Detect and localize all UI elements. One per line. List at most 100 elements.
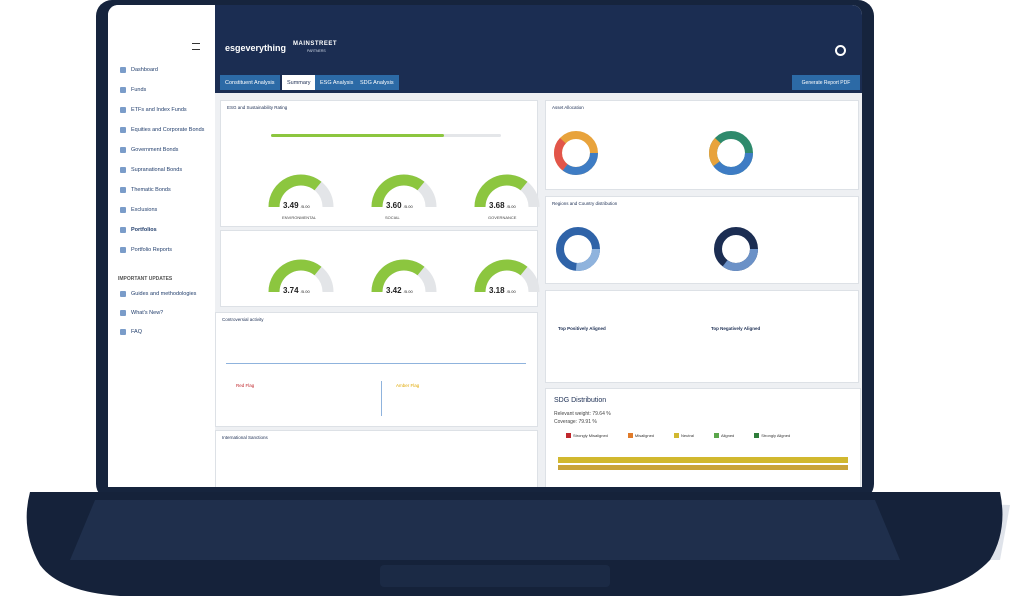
screen: Dashboard Funds ETFs and Index Funds Equiti… (108, 5, 862, 487)
nav-label: Dashboard (131, 67, 158, 73)
legend-swatch (713, 433, 719, 438)
trackpad (380, 565, 610, 587)
gauge (474, 174, 540, 208)
nav-item[interactable]: Portfolio Reports (120, 247, 208, 253)
nav-item[interactable]: Exclusions (120, 207, 208, 213)
panel-title: Controversial activity (222, 317, 264, 322)
nav-icon (120, 87, 126, 93)
panel-title: Regions and Country distribution (552, 201, 618, 206)
panel-title: SDG Distribution (554, 397, 607, 404)
logo: esgeverything (225, 43, 287, 53)
alignment-panel: 3.74 /5.00 3.42 /5.00 3.18 /5.00 (220, 230, 540, 307)
nav-label: What's New? (131, 310, 164, 316)
nav-icon (120, 227, 126, 233)
legend-label: Strongly Misaligned (573, 433, 608, 438)
nav-label: FAQ (131, 329, 143, 335)
donuts (556, 227, 758, 271)
nav-icon (120, 207, 126, 213)
nav-label: Funds (131, 87, 147, 93)
gauge-value: 3.60 /5.00 (386, 201, 413, 210)
gauge-label: ENVIRONMENTAL (282, 215, 317, 220)
nav-item[interactable]: Government Bonds (120, 147, 208, 153)
nav-item[interactable]: Thematic Bonds (120, 187, 208, 193)
legend-item: Strongly Misaligned (566, 433, 608, 438)
red-flag: Red Flag (236, 383, 255, 388)
tab[interactable]: Constituent Analysis (220, 75, 280, 90)
gauge-max: /5.00 (403, 289, 413, 294)
bar (558, 457, 848, 463)
nav-label: Portfolio Reports (131, 247, 172, 253)
legend-item: Neutral (674, 433, 694, 438)
asset-panel: Asset Allocation (545, 100, 859, 190)
nav-item[interactable]: Portfolios (120, 227, 208, 233)
nav-label: Equities and Corporate Bonds (131, 127, 205, 133)
legend-item: Aligned (713, 433, 734, 438)
gauge (371, 259, 437, 293)
panel-title: International Sanctions (222, 435, 268, 440)
header: esgeverything MAINSTREET PARTNERS Genera… (215, 5, 862, 93)
esg-rating-panel: ESG and Sustainability Rating 3.49 /5.00… (220, 100, 540, 227)
update-item[interactable]: FAQ (120, 329, 208, 335)
legend-swatch (754, 433, 760, 438)
sidebar: Dashboard Funds ETFs and Index Funds Equiti… (108, 5, 215, 487)
panel-title: ESG and Sustainability Rating (227, 105, 288, 110)
gauge-value: 3.74 /5.00 (283, 286, 310, 295)
nav-label: Portfolios (131, 227, 157, 233)
brand-sub: PARTNERS (307, 49, 326, 53)
nav-label: Guides and methodologies (131, 291, 197, 297)
legend-label: Strongly Aligned (761, 433, 791, 438)
donuts (554, 131, 753, 175)
gauge-max: /5.00 (300, 289, 310, 294)
legend-item: Strongly Aligned (754, 433, 790, 438)
bar (558, 465, 848, 470)
top-aligned-panel: Top Positively Aligned Top Negatively Al… (545, 290, 859, 383)
legend-swatch (566, 433, 571, 438)
legend-swatch (674, 433, 680, 438)
legend-swatch (627, 433, 633, 438)
nav-icon (120, 187, 126, 193)
nav-label: ETFs and Index Funds (131, 107, 187, 113)
nav-icon (120, 291, 126, 297)
tab[interactable]: ESG Analysis (315, 75, 359, 90)
gauge-max: /5.00 (403, 204, 413, 209)
gauge (371, 174, 437, 208)
weight: Relevant weight: 79.64 % (554, 411, 611, 417)
menu-icon[interactable] (192, 43, 200, 50)
nav-icon (120, 167, 126, 173)
gauge-label: GOVERNANCE (488, 215, 517, 220)
update-item[interactable]: Guides and methodologies (120, 291, 208, 297)
report-button[interactable]: Generate Report PDF (792, 75, 860, 90)
gauge (474, 259, 540, 293)
gauge (268, 174, 334, 208)
legend: Strongly Misaligned Misaligned Neutral Alig… (566, 433, 790, 438)
nav-icon (120, 67, 126, 73)
nav-icon (120, 147, 126, 153)
gauge-value: 3.18 /5.00 (489, 286, 516, 295)
tab[interactable]: SDG Analysis (355, 75, 399, 90)
regions-panel: Regions and Country distribution (545, 196, 859, 284)
nav-item[interactable]: ETFs and Index Funds (120, 107, 208, 113)
gauge-max: /5.00 (506, 289, 516, 294)
gauge-value: 3.68 /5.00 (489, 201, 516, 210)
legend-label: Neutral (681, 433, 694, 438)
nav-item[interactable]: Equities and Corporate Bonds (120, 127, 208, 133)
update-item[interactable]: What's New? (120, 310, 208, 316)
legend-item: Misaligned (627, 433, 655, 438)
gauge-max: /5.00 (506, 204, 516, 209)
user-icon[interactable] (835, 45, 846, 56)
nav-label: Supranational Bonds (131, 167, 183, 173)
nav-icon (120, 107, 126, 113)
brand: MAINSTREET (293, 41, 337, 47)
nav-item[interactable]: Funds (120, 87, 208, 93)
legend-label: Misaligned (634, 433, 655, 438)
tab[interactable]: Summary (282, 75, 316, 90)
positive-title: Top Positively Aligned (558, 326, 606, 331)
negative-title: Top Negatively Aligned (711, 326, 761, 331)
nav-label: Government Bonds (131, 147, 179, 153)
nav-item[interactable]: Dashboard (120, 67, 208, 73)
nav-icon (120, 247, 126, 253)
nav-item[interactable]: Supranational Bonds (120, 167, 208, 173)
nav-label: Exclusions (131, 207, 158, 213)
gauge-max: /5.00 (300, 204, 310, 209)
